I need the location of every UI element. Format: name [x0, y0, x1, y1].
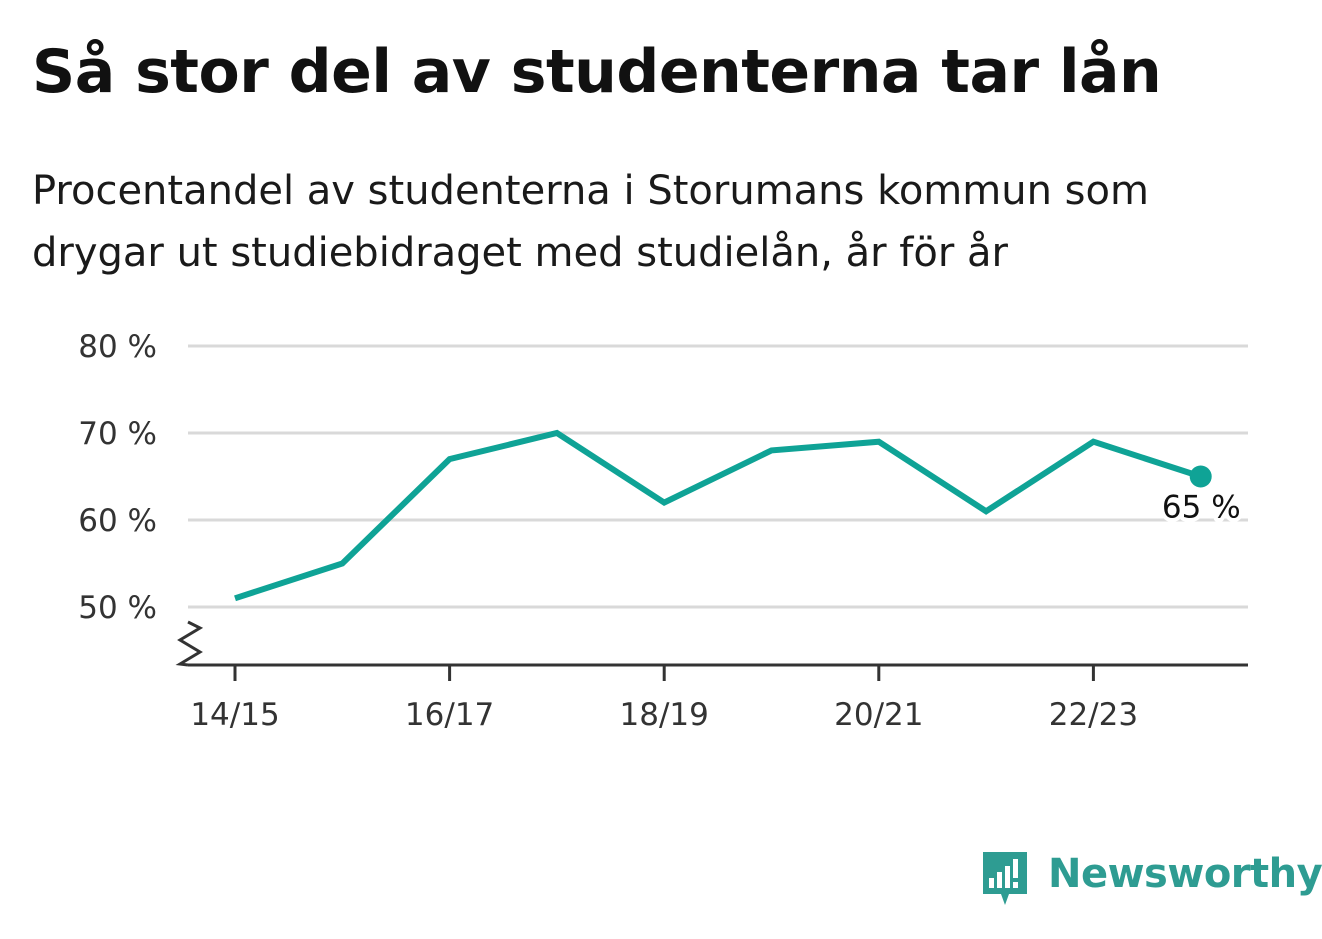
brand-name: Newsworthy: [1048, 851, 1322, 897]
y-tick-label: 50 %: [78, 590, 157, 626]
x-tick-label: 18/19: [620, 697, 709, 733]
x-tick-label: 20/21: [834, 697, 923, 733]
chart-title: Så stor del av studenterna tar lån: [32, 37, 1162, 107]
x-tick-label: 22/23: [1049, 697, 1138, 733]
labels: 50 % 60 % 70 % 80 % 14/15 16/17 18/19 20/21 22/2…: [78, 329, 1244, 733]
end-point-marker: [1189, 465, 1212, 488]
y-tick-label: 60 %: [78, 503, 157, 539]
x-tick-label: 14/15: [190, 697, 279, 733]
gridlines: [188, 344, 1248, 609]
bar-chart-speech-icon: [983, 852, 1027, 905]
y-tick-label: 80 %: [78, 329, 157, 365]
axis-break-zigzag: [175, 620, 204, 667]
axes: [175, 620, 1248, 681]
series: [234, 429, 1212, 602]
end-value-label-halo: 65 %: [1162, 490, 1241, 526]
x-tick-label: 16/17: [405, 697, 494, 733]
y-tick-label: 70 %: [78, 416, 157, 452]
end-value-label: 65 %: [1162, 490, 1241, 526]
newsworthy-logo: Newsworthy: [980, 849, 1322, 909]
chart-subtitle: Procentandel av studenterna i Storumans …: [32, 168, 1149, 276]
series-line: [234, 429, 1202, 602]
